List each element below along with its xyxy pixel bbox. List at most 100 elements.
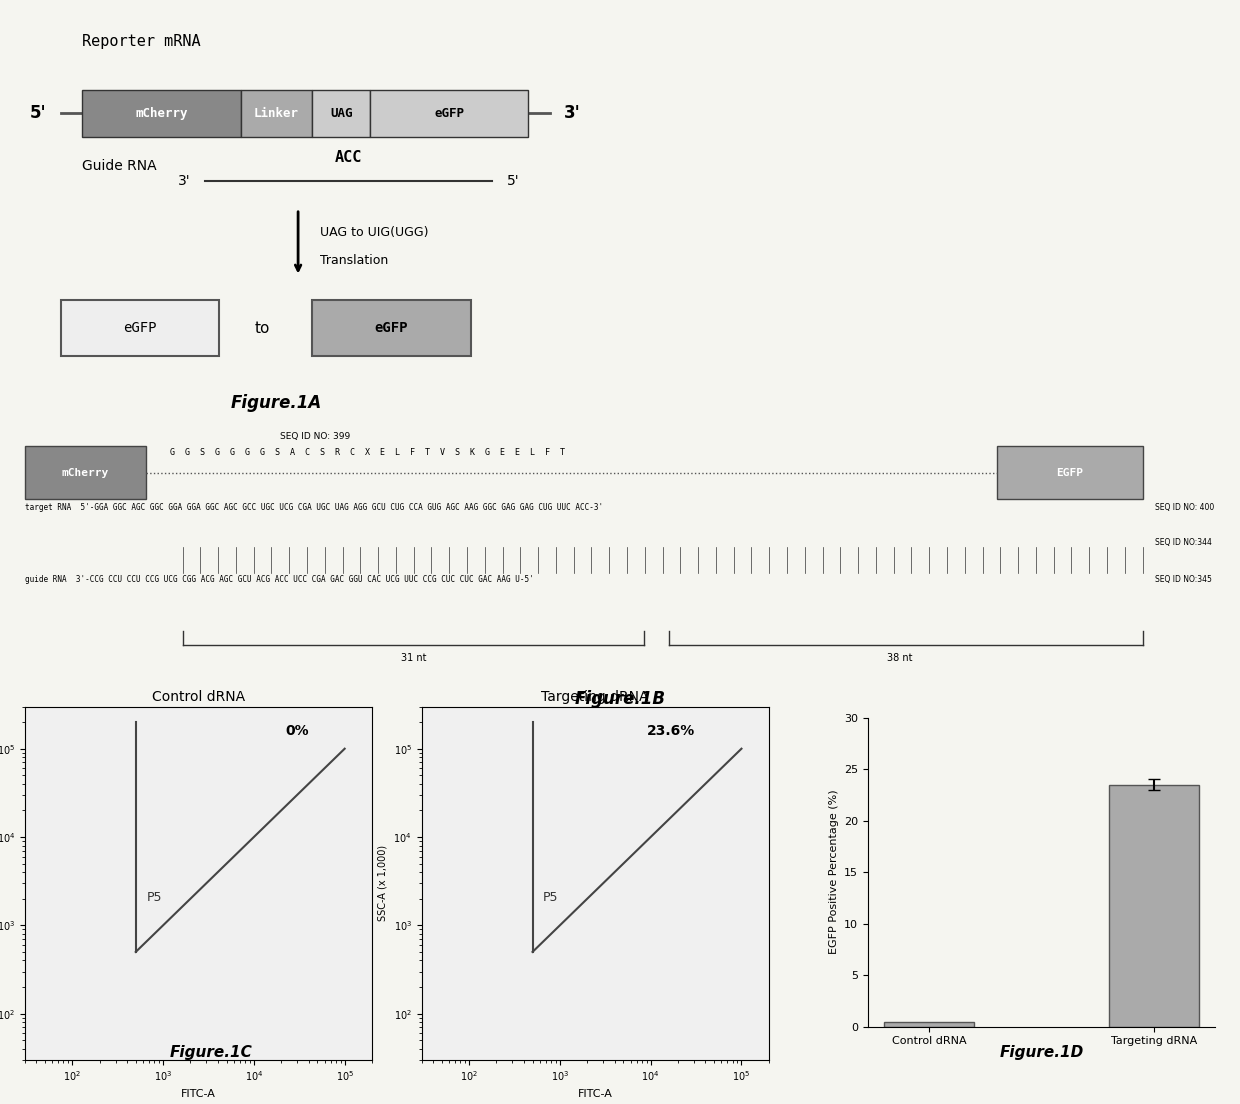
Point	[387, 1101, 407, 1104]
Point	[322, 1093, 342, 1104]
Point	[377, 1087, 397, 1104]
Point	[340, 1101, 360, 1104]
Point	[347, 1092, 367, 1104]
Point	[336, 1103, 356, 1104]
Point	[393, 1087, 413, 1104]
Point	[351, 1090, 371, 1104]
Point	[412, 1090, 432, 1104]
Point	[268, 1095, 288, 1104]
Point	[365, 1080, 384, 1097]
FancyBboxPatch shape	[312, 300, 471, 355]
Point	[330, 1090, 350, 1104]
Point	[342, 1085, 362, 1103]
Point	[316, 1096, 336, 1104]
FancyBboxPatch shape	[61, 300, 219, 355]
Point	[366, 1091, 386, 1104]
Point	[357, 1075, 377, 1093]
Point	[322, 1095, 342, 1104]
Point	[300, 1092, 320, 1104]
Point	[347, 1098, 367, 1104]
Point	[374, 1101, 394, 1104]
Point	[315, 1075, 335, 1093]
Point	[379, 1100, 399, 1104]
Point	[321, 1097, 341, 1104]
Point	[345, 1086, 365, 1104]
Point	[348, 1092, 368, 1104]
Point	[336, 1096, 356, 1104]
Point	[389, 1069, 409, 1086]
Point	[381, 1103, 401, 1104]
Point	[340, 1093, 360, 1104]
Point	[327, 1094, 347, 1104]
Point	[355, 1086, 374, 1104]
Point	[376, 1098, 396, 1104]
Point	[306, 1101, 326, 1104]
Point	[355, 1101, 374, 1104]
Point	[368, 1091, 388, 1104]
Point	[346, 1084, 366, 1102]
Point	[382, 1102, 402, 1104]
Point	[0, 1095, 4, 1104]
Point	[306, 1094, 326, 1104]
Point	[353, 1094, 373, 1104]
Point	[384, 1087, 404, 1104]
Point	[312, 1080, 332, 1097]
Title: Targeting dRNA: Targeting dRNA	[542, 690, 649, 704]
Point	[336, 1082, 356, 1100]
Point	[365, 1098, 384, 1104]
Point	[373, 1089, 393, 1104]
Point	[326, 1082, 346, 1100]
Text: ACC: ACC	[335, 150, 362, 166]
Point	[381, 1095, 401, 1104]
Point	[345, 1100, 365, 1104]
Point	[293, 1093, 312, 1104]
Point	[346, 1101, 366, 1104]
Point	[348, 1094, 368, 1104]
Point	[384, 1080, 404, 1097]
Point	[326, 1068, 346, 1085]
Point	[345, 1094, 365, 1104]
Point	[346, 1084, 366, 1102]
Point	[420, 1083, 440, 1101]
Point	[337, 1083, 357, 1101]
Point	[382, 1094, 402, 1104]
Point	[341, 1085, 361, 1103]
Point	[332, 1095, 352, 1104]
Point	[363, 1102, 383, 1104]
Point	[382, 1068, 402, 1085]
Point	[384, 1082, 404, 1100]
Point	[332, 1098, 352, 1104]
Point	[372, 1086, 392, 1104]
Point	[356, 1091, 376, 1104]
Point	[339, 1095, 358, 1104]
Point	[343, 1095, 363, 1104]
Point	[304, 1098, 324, 1104]
Point	[379, 1100, 399, 1104]
Point	[351, 1100, 371, 1104]
Point	[315, 1100, 335, 1104]
Point	[340, 1103, 360, 1104]
Point	[370, 1084, 389, 1102]
Point	[311, 1096, 331, 1104]
Point	[346, 1084, 366, 1102]
Point	[332, 1096, 352, 1104]
Point	[377, 1081, 397, 1098]
Point	[358, 1101, 378, 1104]
Point	[373, 1091, 393, 1104]
Point	[383, 1101, 403, 1104]
Point	[361, 1102, 381, 1104]
Point	[352, 1090, 372, 1104]
Point	[325, 1091, 345, 1104]
Text: eGFP: eGFP	[374, 321, 408, 336]
Point	[329, 1103, 348, 1104]
Point	[341, 1102, 361, 1104]
Point	[371, 1082, 391, 1100]
Point	[334, 1097, 353, 1104]
Point	[353, 1090, 373, 1104]
Point	[324, 1100, 343, 1104]
Point	[325, 1095, 345, 1104]
Point	[337, 1078, 357, 1095]
Point	[352, 1093, 372, 1104]
Point	[398, 1079, 418, 1096]
Point	[378, 1100, 398, 1104]
